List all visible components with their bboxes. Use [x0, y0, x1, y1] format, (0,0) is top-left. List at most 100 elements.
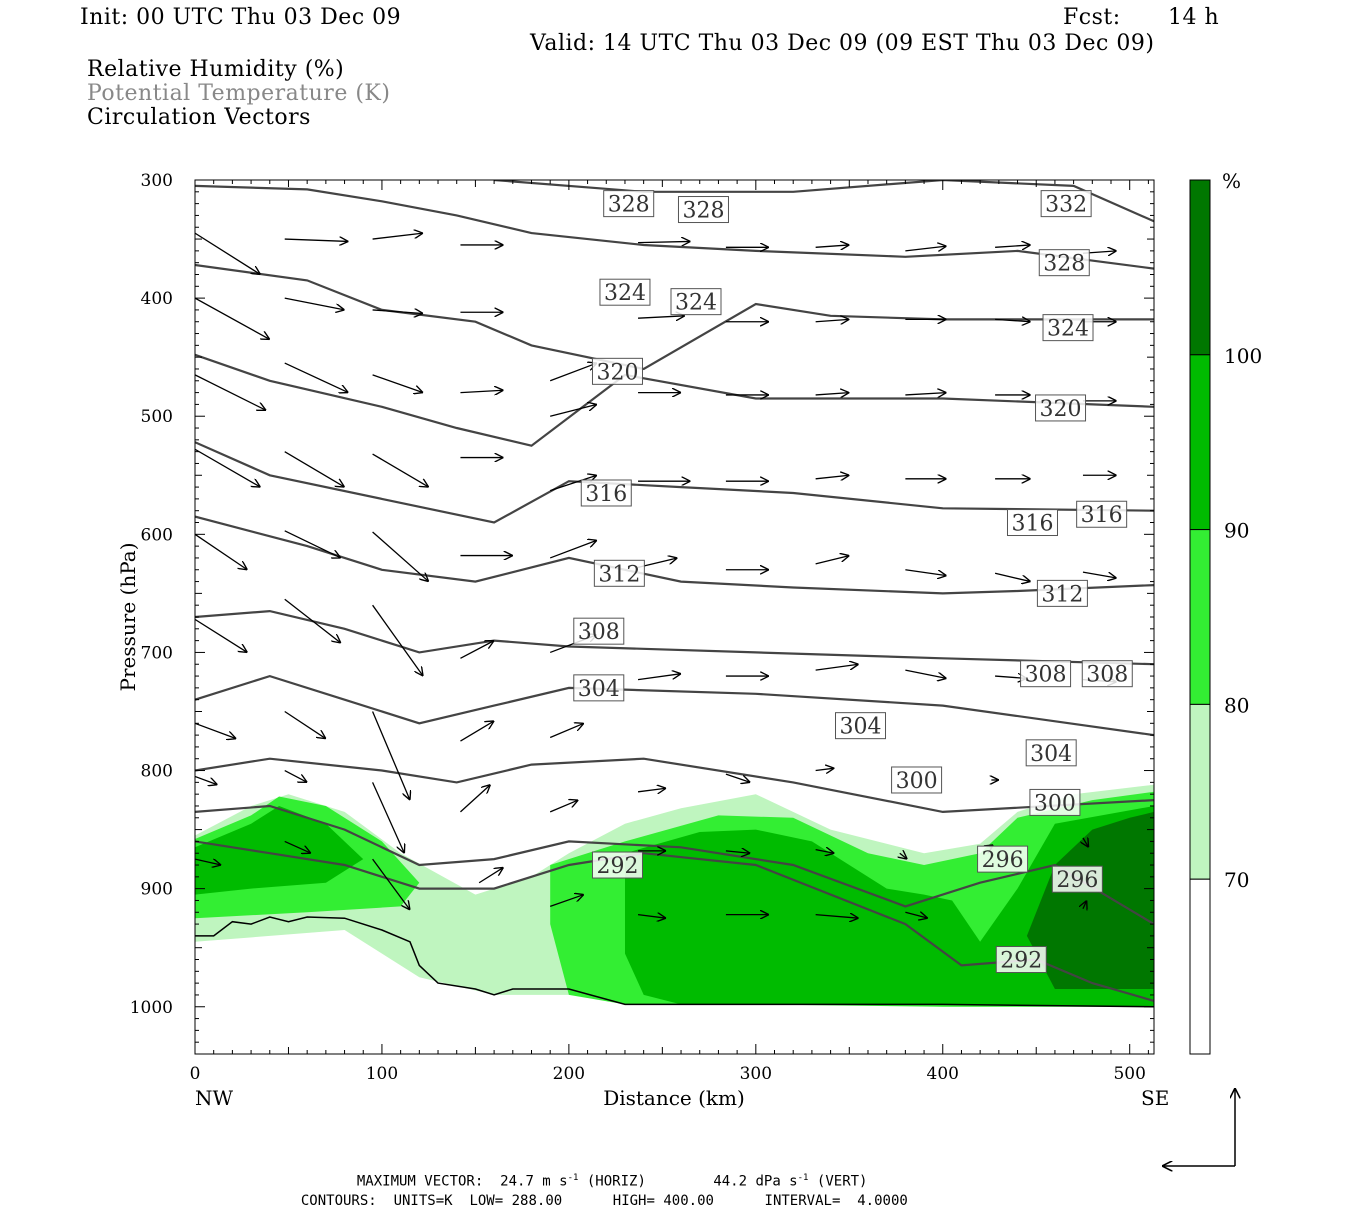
contours-interval: INTERVAL= — [764, 1193, 841, 1209]
circulation-vector — [815, 245, 850, 247]
max-vector-label: MAXIMUM VECTOR: — [356, 1173, 484, 1190]
contour-label-text: 300 — [1034, 791, 1076, 816]
rh-region — [1026, 811, 1154, 989]
contour-label: 292 — [995, 946, 1047, 974]
contour-label-text: 292 — [1000, 949, 1042, 974]
contour-label: 316 — [1006, 509, 1058, 537]
rh-region — [195, 806, 364, 895]
contour-label-text: 328 — [682, 199, 724, 224]
circulation-vector — [549, 363, 597, 382]
x-tick-label: 200 — [553, 1064, 585, 1084]
contour-label-text: 308 — [1086, 663, 1128, 688]
circulation-vector — [372, 858, 410, 910]
x-tick-label: 100 — [366, 1064, 398, 1084]
contour-label-box — [835, 712, 887, 740]
contour-label: 332 — [1040, 190, 1092, 218]
circulation-vector — [905, 669, 946, 678]
circulation-vector — [460, 785, 490, 813]
circulation-vector — [372, 374, 423, 393]
theta-contour-324 — [195, 263, 1154, 371]
circulation-vector — [900, 853, 907, 859]
circulation-vector — [815, 850, 835, 854]
contour-label-text: 324 — [675, 291, 717, 316]
contour-label: 320 — [591, 357, 643, 385]
circulation-vector — [549, 723, 584, 739]
circulation-vector — [284, 451, 345, 487]
contour-label: 292 — [591, 851, 643, 879]
contour-label-text: 324 — [604, 281, 646, 306]
circulation-vector — [1083, 838, 1089, 847]
x-tick-label: 400 — [927, 1064, 959, 1084]
colorbar-label: 90 — [1224, 519, 1249, 543]
contour-label-box — [670, 288, 722, 316]
circulation-vector — [195, 533, 247, 569]
circulation-vector — [372, 310, 423, 314]
y-tick-label: 600 — [141, 525, 173, 545]
y-axis-label: Pressure (hPa) — [116, 543, 140, 692]
colorbar-label: 100 — [1224, 344, 1262, 368]
contour-label-text: 292 — [596, 854, 638, 879]
contour-label-text: 332 — [1045, 193, 1087, 218]
contour-label-text: 296 — [1056, 868, 1098, 893]
y-tick-label: 800 — [141, 762, 173, 782]
circulation-vector — [549, 895, 584, 907]
circulation-vector — [460, 641, 494, 659]
theta-contour-304 — [195, 674, 1154, 737]
circulation-vector — [1082, 571, 1117, 578]
contour-label-box — [1020, 660, 1072, 688]
colorbar-segment — [1189, 878, 1211, 1055]
contour-label-box — [573, 674, 625, 702]
contours-high: HIGH= — [612, 1193, 655, 1209]
circulation-vector — [995, 245, 1031, 247]
circulation-vector — [638, 316, 685, 318]
circulation-vector — [549, 800, 578, 813]
contours-label: CONTOURS: — [300, 1193, 377, 1209]
x-tick-label: 0 — [190, 1064, 201, 1084]
contour-label-box — [603, 190, 655, 218]
circulation-vector — [284, 769, 307, 783]
x-tick-label: 300 — [740, 1064, 772, 1084]
theta-contour-328 — [195, 184, 1154, 270]
circulation-vector — [815, 768, 835, 770]
colorbar-unit: % — [1222, 169, 1241, 193]
contour-label: 300 — [1029, 788, 1081, 816]
colorbar-label: 80 — [1224, 693, 1249, 717]
circulation-vector — [195, 618, 247, 652]
contour-label-text: 312 — [598, 562, 640, 587]
legend-circulation-vectors: Circulation Vectors — [87, 105, 311, 130]
contour-label-text: 308 — [578, 620, 620, 645]
horiz-exponent: -1 — [567, 1173, 579, 1183]
contour-label-text: 300 — [896, 769, 938, 794]
contour-label-box — [1035, 394, 1087, 422]
valid-time: Valid: 14 UTC Thu 03 Dec 09 (09 EST Thu … — [530, 31, 1155, 56]
circulation-vector — [549, 475, 597, 492]
circulation-vector — [284, 530, 341, 558]
theta-contour-308 — [195, 609, 1154, 666]
contour-label-text: 316 — [1011, 512, 1053, 537]
theta-contour-300 — [195, 757, 1154, 814]
contour-label-box — [677, 196, 729, 224]
circulation-vector — [371, 782, 405, 853]
circulation-vector — [637, 915, 666, 919]
contour-label-text: 308 — [1025, 663, 1067, 688]
contour-label: 304 — [1025, 739, 1077, 767]
contour-label-text: 328 — [608, 193, 650, 218]
contour-label-box — [891, 766, 943, 794]
circulation-vector — [372, 233, 423, 240]
circulation-vector — [905, 569, 946, 576]
circulation-vector — [371, 711, 410, 800]
forecast-hour: 14 h — [1168, 5, 1220, 30]
init-time: Init: 00 UTC Thu 03 Dec 09 — [80, 5, 402, 30]
contour-label: 308 — [573, 617, 625, 645]
circulation-vector — [815, 393, 850, 395]
circulation-vector — [460, 721, 494, 742]
circulation-vector — [815, 915, 859, 919]
y-tick-label: 300 — [141, 171, 173, 191]
y-tick-label: 700 — [141, 643, 173, 663]
reference-vector-key — [1162, 1088, 1235, 1166]
contour-label: 308 — [1081, 660, 1133, 688]
contours-interval-value: 4.0000 — [857, 1193, 908, 1209]
contour-label: 316 — [580, 479, 632, 507]
circulation-vector — [725, 851, 750, 853]
contour-label: 304 — [573, 674, 625, 702]
